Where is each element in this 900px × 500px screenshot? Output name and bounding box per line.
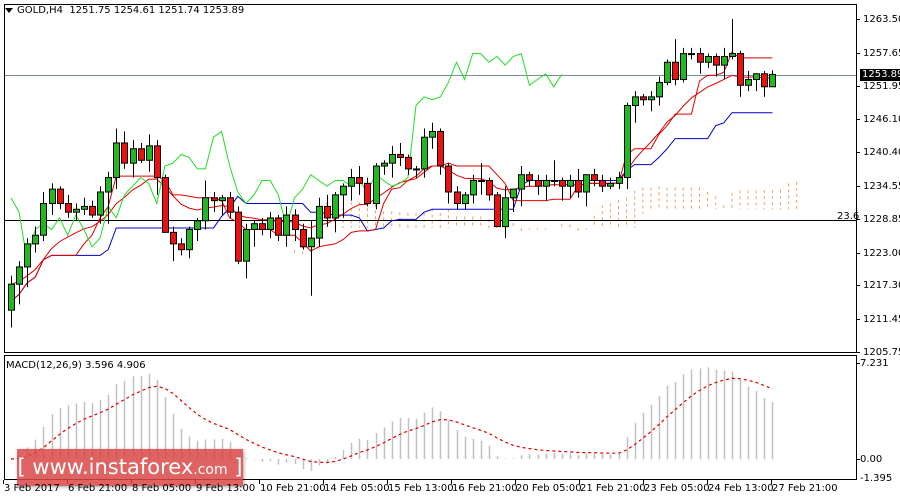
time-tick-label: 8 Feb 05:00 (132, 483, 192, 494)
kijun-sen-line (10, 112, 773, 302)
moving-average-line (10, 74, 773, 285)
price-tick-label: 1246.10 (863, 113, 900, 125)
watermark-tld: .com (193, 462, 228, 478)
price-tick-label: 1223.00 (863, 247, 900, 259)
dropdown-triangle-icon[interactable] (5, 7, 13, 13)
time-tick-label: 23 Feb 05:00 (644, 483, 710, 494)
time-tick-label: 3 Feb 2017 (4, 483, 60, 494)
ohlc-values: 1251.75 1254.61 1251.74 1253.89 (69, 5, 245, 16)
price-tick-label: 1234.55 (863, 180, 900, 192)
price-tick-label: 1211.45 (863, 313, 900, 325)
bracket-open: [ (17, 455, 26, 479)
time-tick-label: 20 Feb 05:00 (516, 483, 582, 494)
chart-header: GOLD,H4 1251.75 1254.61 1251.74 1253.89 (5, 5, 244, 16)
time-tick-label: 16 Feb 21:00 (452, 483, 518, 494)
time-tick-label: 15 Feb 13:00 (388, 483, 454, 494)
macd-axis (856, 363, 860, 460)
price-pane-frame (4, 4, 857, 353)
price-axis (856, 19, 860, 353)
candlesticks (8, 19, 776, 328)
time-tick-label: 27 Feb 21:00 (772, 483, 838, 494)
fibonacci-level-label: 23.6 (837, 211, 860, 222)
price-tick-label: 1217.30 (863, 279, 900, 291)
time-tick-label: 10 Feb 21:00 (260, 483, 326, 494)
symbol-label: GOLD,H4 (17, 5, 63, 16)
price-tick-label: 1251.95 (863, 80, 900, 92)
instaforex-watermark[interactable]: [ www.instaforex.com ] (17, 449, 243, 486)
time-tick-label: 9 Feb 13:00 (196, 483, 256, 494)
price-tick-label: 1205.75 (863, 346, 900, 358)
macd-tick-label: -1.395 (860, 472, 893, 484)
macd-signal-line (10, 377, 773, 464)
macd-pane-frame (4, 355, 857, 480)
price-tick-label: 1240.40 (863, 146, 900, 158)
bracket-close: ] (227, 455, 243, 479)
time-tick-label: 6 Feb 21:00 (68, 483, 128, 494)
macd-tick-label: 0.00 (860, 453, 883, 465)
macd-label: MACD(12,26,9) 3.596 4.906 (6, 360, 146, 371)
time-tick-label: 14 Feb 05:00 (324, 483, 390, 494)
price-tick-label: 1263.50 (863, 13, 900, 25)
tenkan-sen-line (10, 51, 773, 302)
time-tick-label: 24 Feb 13:00 (708, 483, 774, 494)
current-price-tag: 1253.89 (860, 69, 900, 81)
price-tick-label: 1228.85 (863, 213, 900, 225)
time-tick-label: 21 Feb 21:00 (580, 483, 646, 494)
price-tick-label: 1257.65 (863, 47, 900, 59)
macd-tick-label: 7.231 (860, 357, 889, 369)
watermark-domain: www.instaforex (25, 455, 194, 479)
